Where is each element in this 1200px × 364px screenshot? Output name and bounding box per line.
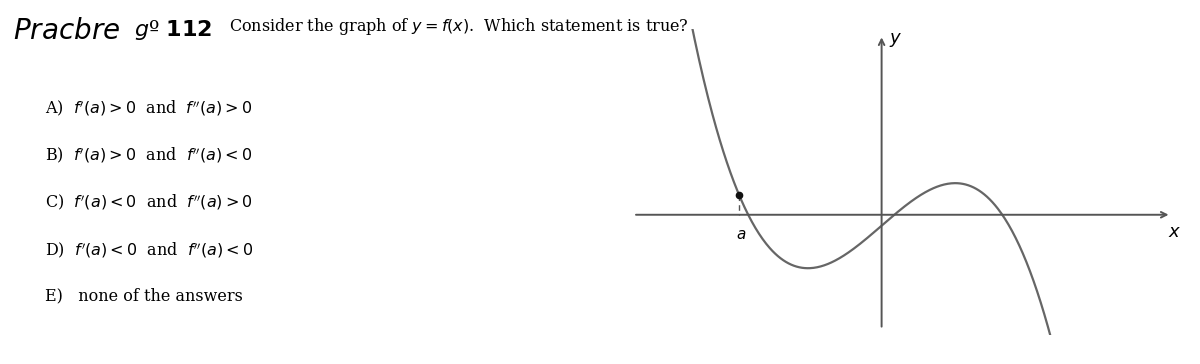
Text: C)  $f'(a) < 0$  and  $f''(a) > 0$: C) $f'(a) < 0$ and $f''(a) > 0$ bbox=[44, 193, 252, 213]
Text: D)  $f'(a) < 0$  and  $f''(a) < 0$: D) $f'(a) < 0$ and $f''(a) < 0$ bbox=[44, 240, 253, 260]
Text: $\it{y}$: $\it{y}$ bbox=[889, 31, 902, 49]
Text: $\it{a}$: $\it{a}$ bbox=[736, 228, 746, 242]
Text: $\it{x}$: $\it{x}$ bbox=[1168, 223, 1181, 241]
Text: Consider the graph of $y = f(x)$.  Which statement is true?: Consider the graph of $y = f(x)$. Which … bbox=[229, 16, 689, 37]
Text: A)  $f'(a) > 0$  and  $f''(a) > 0$: A) $f'(a) > 0$ and $f''(a) > 0$ bbox=[44, 98, 252, 118]
Text: E)   none of the answers: E) none of the answers bbox=[44, 288, 242, 305]
Text: $\it{g}$º $\bf{112}$: $\it{g}$º $\bf{112}$ bbox=[133, 18, 211, 42]
Text: B)  $f'(a) > 0$  and  $f''(a) < 0$: B) $f'(a) > 0$ and $f''(a) < 0$ bbox=[44, 146, 252, 165]
Text: $\it{Pracbre}$: $\it{Pracbre}$ bbox=[13, 18, 120, 45]
